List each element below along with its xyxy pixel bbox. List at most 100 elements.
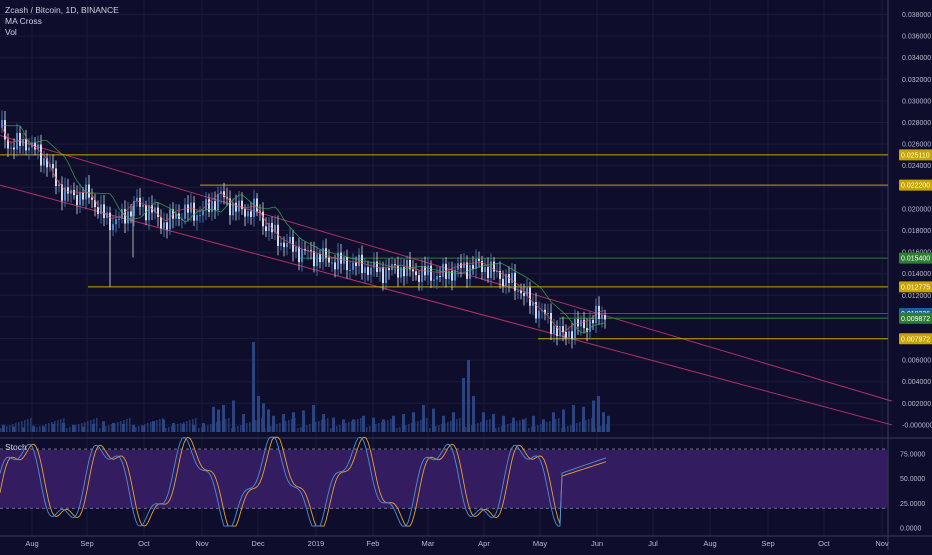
candle-body	[175, 213, 177, 219]
candle-body	[427, 265, 429, 276]
candle-body	[514, 272, 516, 291]
volume-bar	[78, 424, 80, 432]
candle-body	[133, 200, 135, 217]
stoch-k-line	[0, 436, 607, 527]
volume-bar	[519, 420, 521, 432]
volume-bar	[0, 428, 2, 432]
price-axis-tick: 0.014000	[902, 271, 931, 278]
candle-body	[385, 268, 387, 283]
candle-body	[229, 198, 231, 216]
volume-bar	[592, 400, 595, 432]
candle-body	[232, 202, 234, 216]
candle-body	[589, 320, 591, 332]
candle-body	[394, 264, 396, 266]
volume-bar	[336, 426, 338, 432]
volume-bar	[552, 420, 554, 432]
candle-body	[1, 120, 3, 128]
volume-bar	[561, 428, 563, 432]
volume-bar	[441, 424, 443, 432]
candle-body	[154, 207, 156, 213]
volume-bar	[572, 405, 575, 432]
candle-body	[247, 211, 249, 217]
volume-bar	[112, 423, 115, 432]
volume-bar	[300, 427, 302, 432]
volume-bar	[573, 424, 575, 432]
symbol-title[interactable]: Zcash / Bitcoin, 1D, BINANCE	[5, 5, 119, 15]
volume-bar	[276, 424, 278, 432]
volume-bar	[174, 425, 176, 432]
volume-bar	[279, 423, 281, 432]
volume-bar	[468, 426, 470, 432]
volume-bar	[159, 419, 161, 432]
volume-bar	[321, 420, 323, 432]
volume-bar	[546, 422, 548, 432]
volume-bar	[502, 415, 505, 432]
volume-bar	[54, 421, 56, 432]
volume-bar	[417, 421, 419, 432]
volume-bar	[195, 418, 197, 432]
volume-bar	[465, 427, 467, 432]
volume-bar	[237, 426, 239, 432]
stoch-band	[0, 450, 888, 509]
volume-bar	[204, 426, 206, 432]
candle-body	[97, 207, 99, 215]
candle-body	[550, 312, 552, 334]
volume-bar	[549, 421, 551, 432]
candle-body	[367, 267, 369, 275]
candle-body	[25, 138, 27, 151]
volume-bar	[318, 421, 320, 432]
price-level-tag-text: 0.022200	[901, 183, 930, 190]
volume-bar	[585, 420, 587, 432]
volume-bar	[474, 424, 476, 432]
volume-bar	[375, 424, 377, 432]
candle-body	[130, 211, 132, 217]
volume-bar	[51, 422, 53, 432]
candle-body	[82, 192, 84, 200]
volume-bar	[420, 420, 422, 432]
candle-body	[415, 271, 417, 276]
volume-bar	[48, 423, 50, 432]
volume-bar	[126, 419, 128, 432]
volume-bar	[75, 425, 77, 432]
volume-indicator-label[interactable]: Vol	[5, 27, 17, 37]
candle-body	[217, 194, 219, 211]
volume-bar	[261, 418, 263, 432]
candle-body	[535, 302, 537, 319]
volume-bar	[405, 425, 407, 432]
stoch-indicator-label[interactable]: Stoch	[5, 442, 27, 452]
candle-body	[577, 319, 579, 327]
time-axis-tick: 2019	[308, 539, 325, 548]
time-axis-tick: Aug	[703, 539, 716, 548]
volume-bar	[450, 421, 452, 432]
candle-body	[196, 215, 198, 221]
candle-body	[517, 290, 519, 292]
volume-bar	[222, 405, 225, 432]
candle-body	[574, 319, 576, 339]
volume-bar	[66, 428, 68, 432]
volume-bar	[105, 426, 107, 432]
volume-bar	[171, 426, 173, 432]
volume-bar	[189, 420, 191, 432]
ma-cross-indicator-label[interactable]: MA Cross	[5, 16, 42, 26]
volume-bar	[36, 427, 38, 432]
volume-bar	[144, 424, 146, 432]
volume-bar	[6, 426, 8, 432]
volume-bar	[352, 419, 355, 432]
candle-body	[568, 331, 570, 338]
candle-body	[4, 120, 6, 140]
candle-body	[76, 195, 78, 205]
volume-bar	[242, 414, 245, 432]
volume-bar	[532, 415, 535, 432]
volume-bar	[252, 421, 254, 432]
candle-body	[163, 222, 165, 229]
price-level-tag-text: 0.007972	[901, 336, 930, 343]
volume-bar	[504, 425, 506, 432]
volume-bar	[264, 428, 266, 432]
stoch-axis-tick: 50.0000	[900, 476, 925, 483]
volume-bar	[183, 422, 185, 432]
candle-body	[397, 265, 399, 278]
volume-bar	[42, 425, 44, 432]
volume-bar	[306, 425, 308, 432]
